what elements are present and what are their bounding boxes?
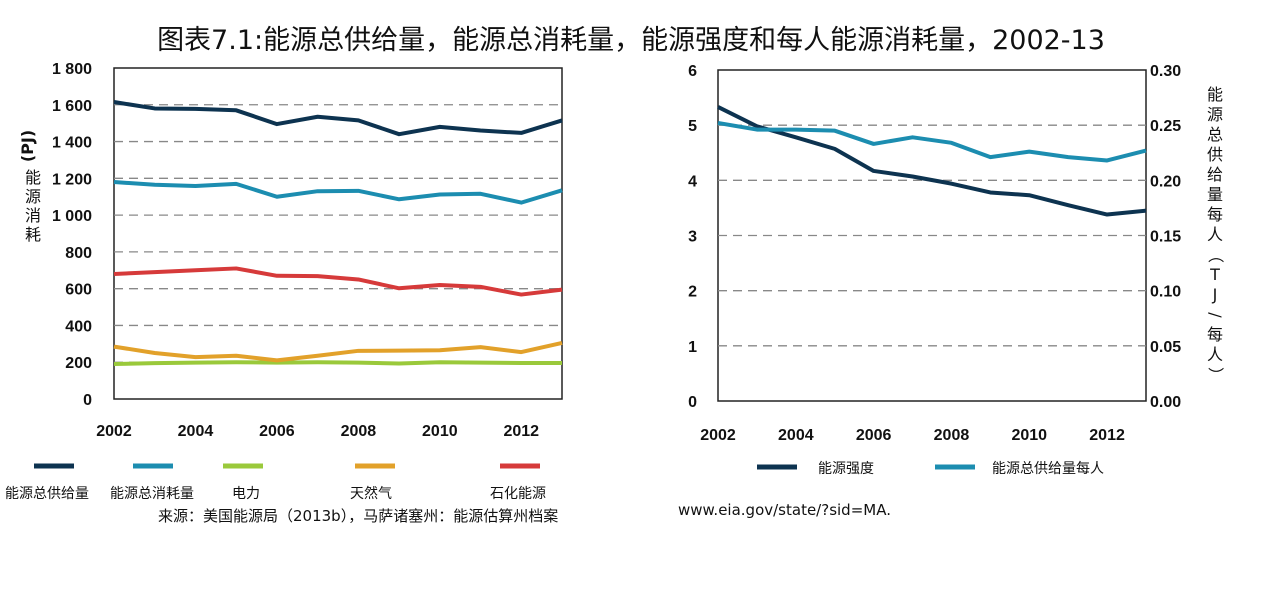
- left-series-line-4: [113, 266, 563, 297]
- right-left-y-tick-label: 0: [688, 394, 697, 411]
- right-legend-label-1: 能源总供给量每人: [992, 461, 1104, 477]
- right-left-y-tick-label: 1: [688, 339, 697, 356]
- right-y-axis-title-char: 能: [1207, 85, 1223, 104]
- right-y-axis-title-char: 人: [1207, 345, 1223, 364]
- right-y-axis-title-char: 源: [1207, 105, 1223, 124]
- right-right-y-tick-label: 0.20: [1150, 173, 1181, 190]
- right-series-lines: [717, 105, 1147, 217]
- left-y-unit-label: (PJ): [18, 130, 37, 162]
- right-y-axis-title-char: （: [1206, 247, 1225, 263]
- right-x-tick-label: 2012: [1089, 427, 1125, 444]
- right-x-tick-label: 2004: [778, 427, 814, 444]
- right-right-y-tick-label: 0.30: [1150, 63, 1181, 80]
- left-x-tick-label: 2010: [422, 423, 458, 440]
- left-x-tick-label: 2002: [96, 423, 132, 440]
- left-y-tick-label: 1 400: [52, 135, 92, 152]
- right-left-y-tick-label: 5: [688, 118, 697, 135]
- right-x-tick-label: 2002: [700, 427, 736, 444]
- left-y-axis-title-char: 耗: [25, 225, 41, 244]
- right-series-line-0: [717, 105, 1147, 217]
- right-legend-label-0: 能源强度: [818, 461, 874, 477]
- left-series-line-0: [113, 100, 563, 137]
- left-x-tick-label: 2006: [259, 423, 295, 440]
- right-series-line-1: [717, 120, 1147, 163]
- left-y-axis-title-char: 消: [25, 206, 41, 225]
- left-gridlines: [114, 104, 562, 363]
- left-y-axis-title-char: 源: [25, 187, 41, 206]
- right-right-y-tick-label: 0.00: [1150, 394, 1181, 411]
- right-y-axis-title-char: 每: [1207, 205, 1223, 224]
- right-x-tick-label: 2006: [856, 427, 892, 444]
- figure-title: 图表7.1:能源总供给量，能源总消耗量，能源强度和每人能源消耗量，2002-13: [157, 25, 1105, 56]
- right-left-y-tick-label: 4: [688, 173, 697, 190]
- right-y-axis-title-char: /: [1206, 312, 1225, 318]
- right-right-y-tick-label: 0.10: [1150, 284, 1181, 301]
- right-y-axis-title-char: ）: [1206, 367, 1225, 383]
- right-right-y-tick-label: 0.15: [1150, 229, 1181, 246]
- left-y-axis-title-char: 能: [25, 168, 41, 187]
- left-legend-label-1: 能源总消耗量: [110, 486, 194, 502]
- left-legend: 能源总供给量 能源总消耗量 电力 天然气 石化能源: [5, 463, 546, 502]
- right-right-y-tick-label: 0.05: [1150, 339, 1181, 356]
- right-y-axis-title-char: 总: [1207, 125, 1223, 144]
- right-x-tick-label: 2010: [1011, 427, 1047, 444]
- left-legend-label-2: 电力: [232, 486, 260, 502]
- left-series-line-1: [113, 180, 563, 205]
- left-y-tick-label: 800: [65, 245, 92, 262]
- left-x-tick-label: 2008: [341, 423, 377, 440]
- left-x-tick-labels: 2002 2004 2006 2008 2010 2012: [96, 423, 539, 440]
- left-legend-label-0: 能源总供给量: [5, 486, 89, 502]
- left-y-tick-label: 200: [65, 355, 92, 372]
- left-y-tick-label: 0: [83, 392, 92, 409]
- right-left-y-tick-label: 2: [688, 284, 697, 301]
- left-legend-label-3: 天然气: [350, 485, 392, 502]
- right-x-tick-labels: 2002 2004 2006 2008 2010 2012: [700, 427, 1125, 444]
- right-y-axis-title-char: 每: [1207, 325, 1223, 344]
- right-legend: 能源强度 能源总供给量每人: [757, 461, 1104, 477]
- left-series-lines: [113, 100, 563, 367]
- left-x-tick-label: 2012: [503, 423, 539, 440]
- right-left-y-tick-labels: 0 1 2 3 4 5 6: [688, 63, 697, 411]
- left-y-tick-label: 1 200: [52, 171, 92, 188]
- right-left-y-tick-label: 3: [688, 229, 697, 246]
- right-y-axis-title-char: 量: [1207, 185, 1223, 204]
- right-y-axis-title-char: 人: [1207, 225, 1223, 244]
- left-x-tick-label: 2004: [178, 423, 214, 440]
- left-y-tick-labels: 0 200 400 600 800 1 000 1 200 1 400 1 600 1 800: [52, 61, 92, 409]
- left-legend-label-4: 石化能源: [490, 486, 546, 502]
- left-y-tick-label: 1 800: [52, 61, 92, 78]
- left-y-tick-label: 400: [65, 318, 92, 335]
- left-y-tick-label: 600: [65, 282, 92, 299]
- left-y-tick-label: 1 600: [52, 98, 92, 115]
- source-url: www.eia.gov/state/?sid=MA.: [678, 501, 891, 519]
- right-right-y-tick-label: 0.25: [1150, 118, 1181, 135]
- right-y-axis-title-char: 供: [1207, 145, 1223, 164]
- left-series-line-2: [113, 360, 562, 367]
- left-plot-frame: [113, 67, 563, 400]
- right-y-axis-title-char: J: [1212, 285, 1218, 304]
- right-left-y-tick-label: 6: [688, 63, 697, 80]
- left-y-tick-label: 1 000: [52, 208, 92, 225]
- right-x-tick-label: 2008: [934, 427, 970, 444]
- right-y-axis-title-char: T: [1209, 265, 1220, 284]
- right-right-y-tick-labels: 0.00 0.05 0.10 0.15 0.20 0.25 0.30: [1150, 63, 1181, 411]
- left-series-line-3: [113, 340, 563, 363]
- right-y-axis-title-char: 给: [1207, 165, 1223, 184]
- source-text: 来源：美国能源局（2013b），马萨诸塞州：能源估算州档案: [158, 507, 558, 525]
